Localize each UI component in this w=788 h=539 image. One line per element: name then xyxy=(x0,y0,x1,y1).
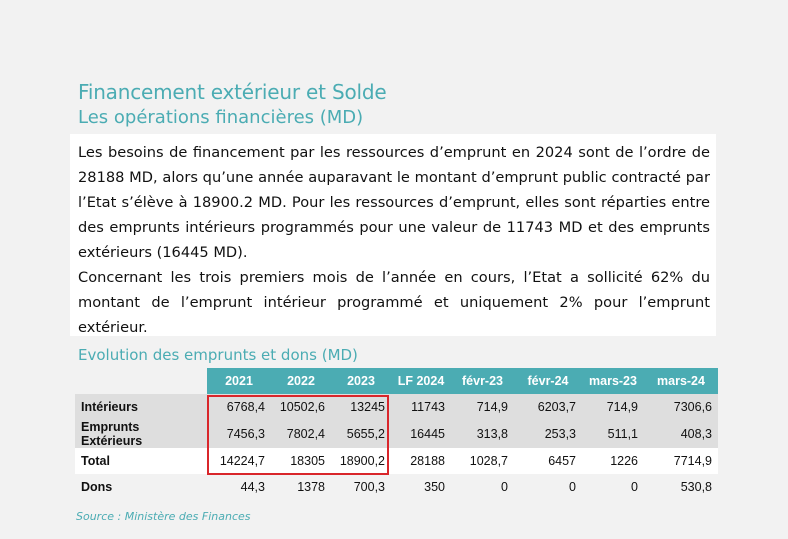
column-header: févr-23 xyxy=(451,368,514,394)
table-cell: 313,8 xyxy=(451,420,514,448)
table-cell: 16445 xyxy=(391,420,451,448)
table-cell: 700,3 xyxy=(331,474,391,500)
table-cell: 530,8 xyxy=(644,474,718,500)
row-label: Total xyxy=(75,448,207,474)
table-cell: 5655,2 xyxy=(331,420,391,448)
text-box: Les besoins de financement par les resso… xyxy=(70,134,716,336)
table-cell: 350 xyxy=(391,474,451,500)
table-cell: 14224,7 xyxy=(207,448,271,474)
table-cell: 18900,2 xyxy=(331,448,391,474)
table-cell: 253,3 xyxy=(514,420,582,448)
table-cell: 511,1 xyxy=(582,420,644,448)
table-cell: 408,3 xyxy=(644,420,718,448)
source-note: Source : Ministère des Finances xyxy=(76,510,251,523)
table-cell: 6768,4 xyxy=(207,394,271,420)
table-header-row: 2021 2022 2023 LF 2024 févr-23 févr-24 m… xyxy=(75,368,718,394)
table-cell: 11743 xyxy=(391,394,451,420)
column-header: LF 2024 xyxy=(391,368,451,394)
table-row-exterieurs: Emprunts Extérieurs 7456,3 7802,4 5655,2… xyxy=(75,420,718,448)
table-cell: 714,9 xyxy=(582,394,644,420)
row-label: Intérieurs xyxy=(75,394,207,420)
row-label: Emprunts Extérieurs xyxy=(75,420,207,448)
table-cell: 714,9 xyxy=(451,394,514,420)
table-cell: 13245 xyxy=(331,394,391,420)
paragraph-2: Concernant les trois premiers mois de l’… xyxy=(78,269,710,336)
table-cell: 1028,7 xyxy=(451,448,514,474)
column-header: févr-24 xyxy=(514,368,582,394)
table-row-dons: Dons 44,3 1378 700,3 350 0 0 0 530,8 xyxy=(75,474,718,500)
page-title: Financement extérieur et Solde xyxy=(78,80,387,104)
table-cell: 7456,3 xyxy=(207,420,271,448)
table-cell: 28188 xyxy=(391,448,451,474)
table-cell: 1226 xyxy=(582,448,644,474)
table-cell: 18305 xyxy=(271,448,331,474)
table-cell: 1378 xyxy=(271,474,331,500)
header-corner xyxy=(75,368,207,394)
table-cell: 7802,4 xyxy=(271,420,331,448)
table-cell: 6457 xyxy=(514,448,582,474)
table-row-total: Total 14224,7 18305 18900,2 28188 1028,7… xyxy=(75,448,718,474)
table-title: Evolution des emprunts et dons (MD) xyxy=(78,346,358,364)
column-header: 2023 xyxy=(331,368,391,394)
table-cell: 0 xyxy=(582,474,644,500)
table-cell: 44,3 xyxy=(207,474,271,500)
table-cell: 7306,6 xyxy=(644,394,718,420)
row-label: Dons xyxy=(75,474,207,500)
table-cell: 7714,9 xyxy=(644,448,718,474)
loans-table: 2021 2022 2023 LF 2024 févr-23 févr-24 m… xyxy=(75,368,718,500)
paragraph-1: Les besoins de financement par les resso… xyxy=(78,144,710,261)
table-cell: 0 xyxy=(514,474,582,500)
table-cell: 10502,6 xyxy=(271,394,331,420)
column-header: 2022 xyxy=(271,368,331,394)
table-cell: 0 xyxy=(451,474,514,500)
table-cell: 6203,7 xyxy=(514,394,582,420)
column-header: mars-24 xyxy=(644,368,718,394)
page-subtitle: Les opérations financières (MD) xyxy=(78,107,364,128)
table-row-interieurs: Intérieurs 6768,4 10502,6 13245 11743 71… xyxy=(75,394,718,420)
column-header: 2021 xyxy=(207,368,271,394)
column-header: mars-23 xyxy=(582,368,644,394)
